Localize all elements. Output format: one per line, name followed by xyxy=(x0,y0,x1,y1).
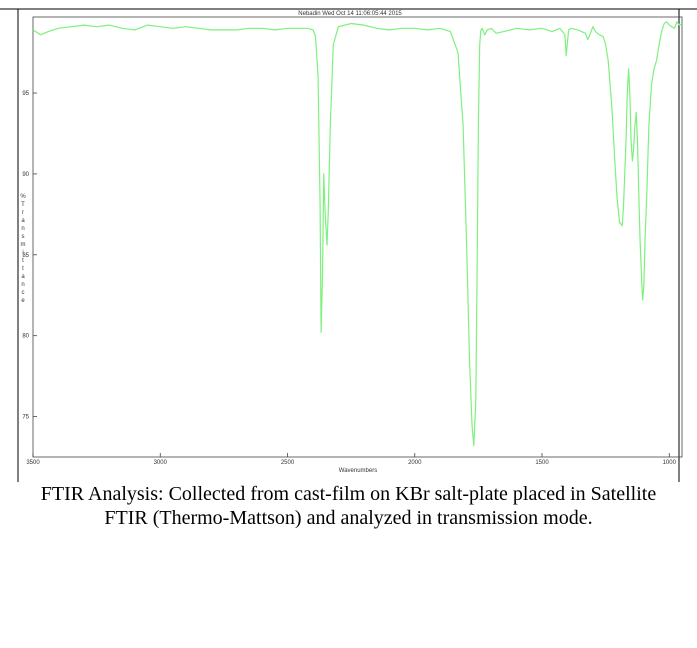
y-axis: 75 80 85 90 95 xyxy=(22,91,37,421)
x-axis: 3500 3000 2500 2000 1500 1000 xyxy=(26,453,677,466)
plot-frame xyxy=(32,16,683,458)
figure-caption: FTIR Analysis: Collected from cast-film … xyxy=(40,483,657,529)
x-tick-label: 3000 xyxy=(154,460,168,466)
y-tick-label: 95 xyxy=(22,91,29,97)
x-tick-label: 3500 xyxy=(26,460,40,466)
x-tick-label: 2000 xyxy=(408,460,422,466)
y-tick-label: 90 xyxy=(22,172,29,178)
y-tick-label: 75 xyxy=(22,415,29,421)
transmittance-series-line xyxy=(32,21,683,447)
x-tick-label: 2500 xyxy=(281,460,295,466)
x-tick-label: 1000 xyxy=(663,460,677,466)
chart-title: Nebadin Wed Oct 14 11:06:05:44 2015 xyxy=(298,11,402,17)
x-tick-label: 1500 xyxy=(535,460,549,466)
y-tick-label: 85 xyxy=(22,253,29,259)
ftir-chart: Nebadin Wed Oct 14 11:06:05:44 2015 75 80… xyxy=(0,8,697,482)
y-tick-label: 80 xyxy=(22,334,29,340)
x-axis-title: Wavenumbers xyxy=(339,468,377,474)
